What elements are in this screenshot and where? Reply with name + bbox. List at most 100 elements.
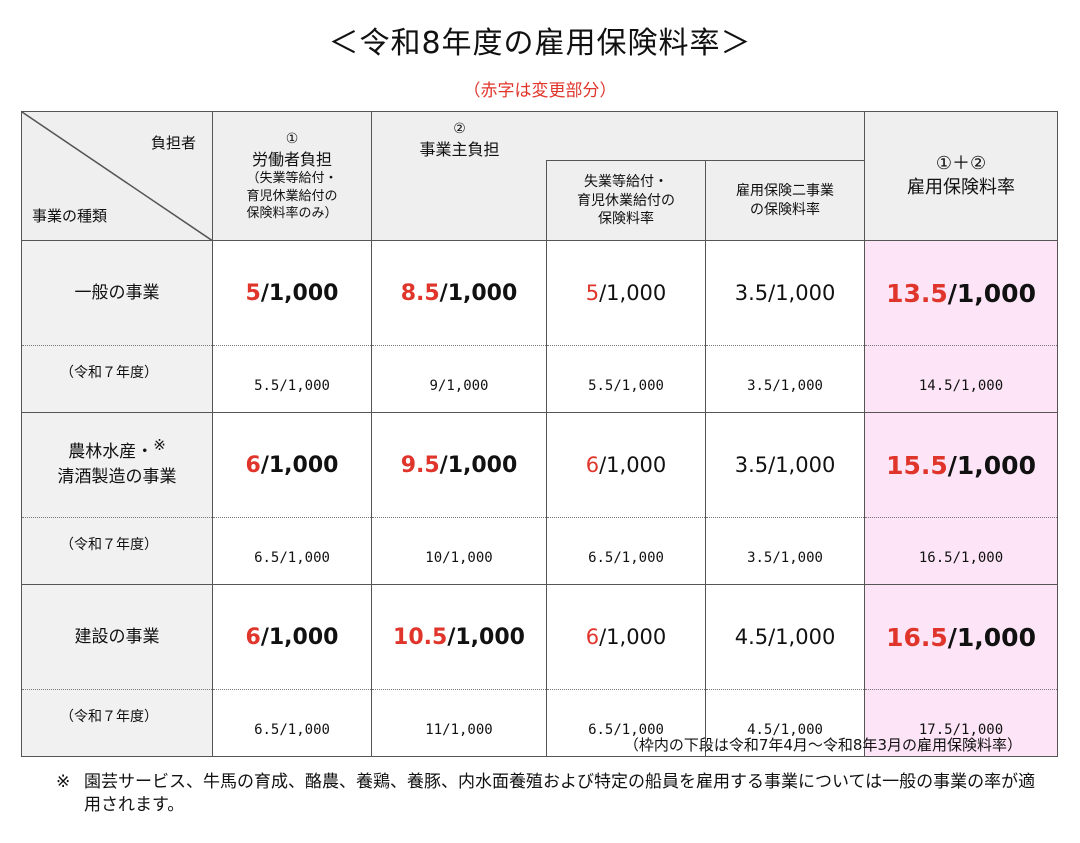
previous-year-label: （令和７年度） [21, 689, 213, 758]
period-note: （枠内の下段は令和7年4月～令和8年3月の雇用保険料率） [623, 736, 1022, 754]
header-two-programs-line1: 雇用保険二事業 [736, 183, 835, 200]
prev-employer-rate: 10/1,000 [371, 517, 547, 586]
prev-employer-rate: 11/1,000 [371, 689, 547, 758]
header-worker-sub3: 保険料率のみ） [246, 206, 338, 222]
header-corner-cell: 負担者 事業の種類 [21, 110, 213, 242]
worker-rate-changed: 6 [245, 624, 261, 650]
unemployment-rate-cell: 6/1,000 [546, 412, 706, 519]
header-business-type-label: 事業の種類 [32, 207, 108, 226]
table-row: 一般の事業 5/1,000 8.5/1,000 5/1,000 3.5/1,00… [21, 240, 1059, 347]
header-unemployment-line3: 保険料率 [598, 211, 654, 228]
total-rate-denominator: /1,000 [947, 450, 1036, 480]
insurance-rate-table: 負担者 事業の種類 ① 労働者負担 （失業等給付・ 育児休業給付の 保険料率のみ… [21, 110, 1059, 758]
page-subtitle: （赤字は変更部分） [463, 81, 617, 101]
header-unemployment-rate: 失業等給付・ 育児休業給付の 保険料率 [546, 160, 706, 242]
header-two-programs-rate: 雇用保険二事業 の保険料率 [704, 160, 866, 242]
worker-rate-cell: 6/1,000 [212, 412, 372, 519]
employer-rate-changed: 10.5 [393, 624, 448, 650]
employer-rate-cell: 8.5/1,000 [371, 240, 547, 347]
worker-rate-changed: 6 [245, 452, 261, 478]
prev-total-rate: 17.5/1,000 [864, 689, 1059, 758]
worker-rate-cell: 5/1,000 [212, 240, 372, 347]
header-worker-sub2: 育児休業給付の [246, 188, 338, 204]
table-row-previous-year: （令和７年度） 6.5/1,000 11/1,000 6.5/1,000 4.5… [21, 689, 1059, 758]
two-programs-rate-cell: 3.5/1,000 [704, 412, 866, 519]
prev-two-programs-rate: 3.5/1,000 [704, 345, 866, 414]
total-rate-denominator: /1,000 [947, 622, 1036, 652]
business-type-construction: 建設の事業 [21, 584, 213, 691]
employer-rate-denominator: /1,000 [439, 280, 518, 306]
unemployment-rate-cell: 5/1,000 [546, 240, 706, 347]
unemployment-rate-changed: 5 [585, 281, 600, 306]
row-label: 一般の事業 [74, 282, 160, 303]
header-employer-title: 事業主負担 [419, 139, 500, 159]
prev-worker-rate: 5.5/1,000 [212, 345, 372, 414]
prev-unemployment-rate: 6.5/1,000 [546, 517, 706, 586]
footnote-mark: ※ [153, 435, 166, 454]
footnote: ※ 園芸サービス、牛馬の育成、酪農、養鶏、養豚、内水面養殖および特定の船員を雇用… [56, 771, 1046, 818]
previous-year-label: （令和７年度） [21, 517, 213, 586]
total-rate-changed: 16.5 [886, 622, 948, 652]
header-employer-num: ② [453, 121, 466, 137]
prev-worker-rate: 6.5/1,000 [212, 689, 372, 758]
header-total-num: ①＋② [935, 152, 987, 174]
total-rate-cell: 16.5/1,000 [864, 584, 1059, 691]
employer-rate-changed: 9.5 [400, 452, 440, 478]
prev-worker-rate: 6.5/1,000 [212, 517, 372, 586]
prev-two-programs-rate: 3.5/1,000 [704, 517, 866, 586]
employer-rate-changed: 8.5 [400, 280, 440, 306]
employer-rate-denominator: /1,000 [439, 452, 518, 478]
worker-rate-denominator: /1,000 [260, 624, 339, 650]
table-row: 建設の事業 6/1,000 10.5/1,000 6/1,000 4.5/1,0… [21, 584, 1059, 691]
diagonal-line [22, 112, 212, 240]
prev-total-rate: 16.5/1,000 [864, 517, 1059, 586]
two-programs-rate-cell: 4.5/1,000 [704, 584, 866, 691]
worker-rate-denominator: /1,000 [260, 452, 339, 478]
prev-total-rate: 14.5/1,000 [864, 345, 1059, 414]
unemployment-rate-changed: 6 [585, 453, 600, 478]
total-rate-cell: 13.5/1,000 [864, 240, 1059, 347]
total-rate-cell: 15.5/1,000 [864, 412, 1059, 519]
page-title: ＜令和8年度の雇用保険料率＞ [328, 26, 752, 61]
business-type-agriculture-sake: 農林水産・※ 清酒製造の事業 [21, 412, 213, 519]
worker-rate-changed: 5 [245, 280, 261, 306]
unemployment-rate-denominator: /1,000 [599, 453, 667, 478]
header-worker-title: 労働者負担 [251, 149, 332, 169]
unemployment-rate-changed: 6 [585, 625, 600, 650]
worker-rate-denominator: /1,000 [260, 280, 339, 306]
table-row-previous-year: （令和７年度） 6.5/1,000 10/1,000 6.5/1,000 3.5… [21, 517, 1059, 586]
header-unemployment-line2: 育児休業給付の [577, 192, 675, 209]
table-row: 農林水産・※ 清酒製造の事業 6/1,000 9.5/1,000 6/1,000… [21, 412, 1059, 519]
employer-rate-cell: 9.5/1,000 [371, 412, 547, 519]
prev-unemployment-rate: 5.5/1,000 [546, 345, 706, 414]
header-payer-label: 負担者 [150, 134, 196, 152]
employer-rate-cell: 10.5/1,000 [371, 584, 547, 691]
header-worker-num: ① [285, 130, 299, 147]
unemployment-rate-cell: 6/1,000 [546, 584, 706, 691]
total-rate-changed: 13.5 [886, 278, 948, 308]
prev-unemployment-rate: 6.5/1,000 [546, 689, 706, 758]
worker-rate-cell: 6/1,000 [212, 584, 372, 691]
header-unemployment-line1: 失業等給付・ [584, 173, 668, 190]
business-type-general: 一般の事業 [21, 240, 213, 347]
row-label-line2: 清酒製造の事業 [57, 467, 177, 488]
two-programs-rate-cell: 3.5/1,000 [704, 240, 866, 347]
total-rate-denominator: /1,000 [947, 278, 1036, 308]
header-employer-share: ② 事業主負担 [370, 110, 866, 161]
header-total-title: 雇用保険料率 [907, 177, 1016, 199]
header-worker-sub1: （失業等給付・ [246, 171, 338, 187]
table-row-previous-year: （令和７年度） 5.5/1,000 9/1,000 5.5/1,000 3.5/… [21, 345, 1059, 414]
employer-rate-denominator: /1,000 [447, 624, 525, 650]
unemployment-rate-denominator: /1,000 [599, 281, 667, 306]
row-label-line1: 農林水産・ [68, 441, 154, 462]
unemployment-rate-denominator: /1,000 [599, 625, 667, 650]
header-total-rate: ①＋② 雇用保険料率 [864, 110, 1059, 242]
footnote-text: 園芸サービス、牛馬の育成、酪農、養鶏、養豚、内水面養殖および特定の船員を雇用する… [84, 772, 1036, 816]
total-rate-changed: 15.5 [886, 450, 948, 480]
prev-two-programs-rate: 4.5/1,000 [704, 689, 866, 758]
header-worker-share: ① 労働者負担 （失業等給付・ 育児休業給付の 保険料率のみ） [212, 110, 372, 242]
row-label: 建設の事業 [74, 626, 160, 647]
previous-year-label: （令和７年度） [21, 345, 213, 414]
prev-employer-rate: 9/1,000 [371, 345, 547, 414]
footnote-mark: ※ [56, 772, 71, 792]
